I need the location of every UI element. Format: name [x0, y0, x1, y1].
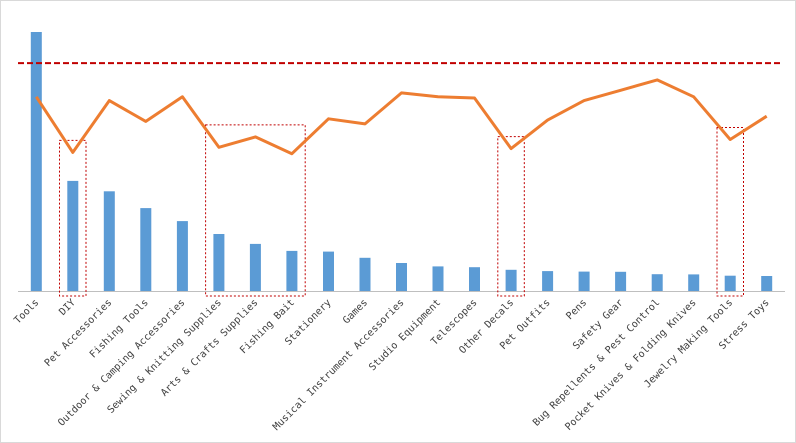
- x-tick-label-9: Games: [341, 297, 370, 326]
- bar-10: [396, 263, 407, 291]
- bar-9: [359, 257, 371, 291]
- bar-8: [323, 251, 334, 291]
- bar-17: [651, 274, 663, 291]
- x-tick-label-11: Studio Equipment: [367, 297, 443, 373]
- bar-6: [249, 243, 261, 291]
- bar-13: [505, 269, 517, 291]
- x-tick-label-15: Pens: [564, 297, 589, 322]
- bar-1: [67, 180, 79, 291]
- bar-4: [176, 221, 188, 291]
- highlight-boxes-layer: [59, 124, 744, 297]
- bar-18: [688, 274, 700, 291]
- bar-2: [103, 191, 115, 291]
- bar-19: [724, 275, 736, 291]
- bar-7: [286, 250, 298, 291]
- x-tick-label-4: Outdoor & Camping Accessories: [56, 297, 187, 428]
- x-tick-label-17: Bug Repellents & Pest Control: [531, 297, 662, 428]
- bar-15: [578, 271, 590, 291]
- highlight-box-3: [716, 127, 744, 297]
- trend-line: [35, 78, 768, 156]
- bar-0: [30, 32, 42, 291]
- bars-layer: [30, 32, 773, 291]
- bar-16: [615, 271, 627, 291]
- x-tick-label-10: Musical Instrument Accessories: [271, 297, 406, 432]
- highlight-box-1: [205, 124, 306, 297]
- bar-11: [432, 266, 444, 291]
- x-tick-label-1: DIY: [57, 297, 78, 318]
- bar-12: [469, 267, 480, 291]
- bar-14: [542, 271, 554, 291]
- bar-3: [140, 208, 152, 291]
- x-tick-label-2: Pet Accessories: [43, 297, 115, 369]
- bar-5: [213, 234, 225, 291]
- x-tick-label-18: Pocket Knives & Folding Knives: [563, 297, 698, 432]
- x-tick-label-0: Tools: [12, 297, 41, 326]
- highlight-box-2: [497, 136, 525, 297]
- bar-20: [761, 276, 773, 291]
- highlight-box-0: [59, 139, 87, 297]
